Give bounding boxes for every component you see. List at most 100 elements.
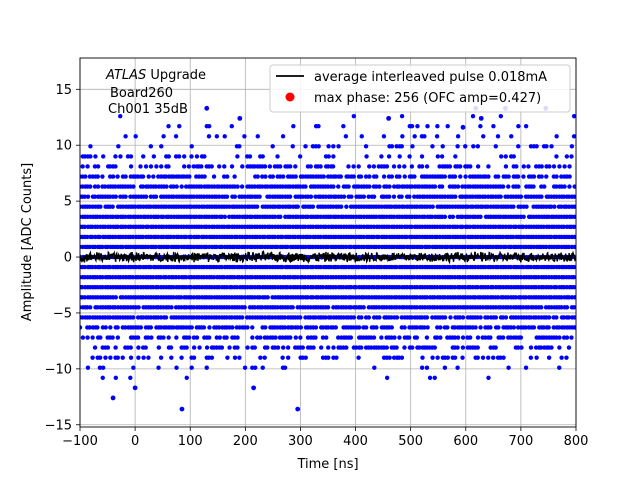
legend-entry-average-pulse: average interleaved pulse 0.018mA — [314, 70, 547, 85]
scatter-point-outlier — [237, 115, 243, 121]
scatter-point — [478, 315, 483, 320]
scatter-point — [174, 335, 179, 340]
scatter-point — [523, 325, 528, 330]
scatter-point — [346, 184, 351, 189]
scatter-point — [191, 345, 197, 350]
scatter-point — [547, 164, 552, 169]
scatter-point — [371, 335, 377, 340]
scatter-point — [333, 325, 339, 330]
scatter-point — [326, 355, 331, 360]
scatter-point — [571, 285, 576, 290]
scatter-point — [548, 204, 554, 209]
scatter-point — [468, 184, 473, 189]
scatter-point — [376, 234, 381, 240]
scatter-point — [100, 244, 105, 250]
scatter-point — [325, 345, 331, 350]
scatter-point — [229, 164, 235, 169]
scatter-point — [503, 244, 508, 250]
scatter-point — [528, 355, 534, 360]
scatter-point — [161, 134, 166, 139]
scatter-point — [325, 274, 331, 280]
scatter-point — [156, 345, 162, 350]
scatter-point-outlier — [478, 115, 484, 121]
scatter-point — [344, 204, 349, 209]
scatter-point — [171, 295, 176, 300]
scatter-point — [260, 154, 265, 159]
scatter-point — [523, 124, 529, 129]
scatter-point — [174, 184, 179, 189]
scatter-point — [524, 204, 529, 209]
scatter-point-outlier — [204, 105, 210, 111]
scatter-point — [189, 144, 194, 149]
scatter-point — [199, 214, 204, 219]
scatter-point — [263, 174, 268, 179]
scatter-point — [409, 315, 415, 320]
scatter-point — [240, 315, 245, 320]
scatter-point — [224, 335, 229, 340]
scatter-point — [564, 154, 570, 159]
scatter-point — [356, 355, 361, 360]
scatter-point — [163, 174, 169, 179]
scatter-point — [445, 355, 450, 360]
scatter-point — [363, 174, 369, 179]
scatter-point — [219, 264, 224, 270]
scatter-point — [414, 335, 420, 340]
scatter-point — [305, 285, 311, 290]
scatter-point — [455, 365, 460, 370]
scatter-point — [143, 345, 148, 350]
scatter-point — [98, 204, 103, 209]
scatter-point — [176, 274, 181, 280]
scatter-point — [559, 295, 564, 300]
scatter-point — [204, 345, 210, 350]
scatter-point — [551, 325, 556, 330]
scatter-point — [252, 345, 257, 350]
scatter-point — [508, 305, 513, 310]
scatter-point — [397, 154, 402, 159]
x-tick-label: 400 — [343, 434, 368, 449]
scatter-point — [100, 375, 105, 380]
scatter-point — [434, 335, 440, 340]
scatter-point — [409, 164, 415, 169]
scatter-point — [473, 295, 478, 300]
scatter-point — [379, 335, 384, 340]
scatter-point — [305, 295, 311, 300]
scatter-point — [452, 335, 458, 340]
scatter-point — [326, 144, 331, 149]
scatter-point — [485, 285, 491, 290]
scatter-point — [440, 144, 445, 149]
scatter-point — [101, 154, 106, 159]
scatter-point — [216, 325, 222, 330]
scatter-point — [250, 274, 255, 280]
scatter-point — [478, 325, 483, 330]
scatter-point — [303, 224, 308, 230]
scatter-point — [169, 305, 174, 310]
scatter-point — [538, 345, 544, 350]
scatter-point — [543, 244, 549, 250]
scatter-point — [341, 285, 346, 290]
scatter-point — [171, 184, 176, 189]
scatter-point — [125, 154, 131, 159]
scatter-point — [88, 144, 93, 149]
scatter-point — [448, 315, 453, 320]
scatter-point — [521, 224, 526, 230]
scatter-point — [430, 204, 435, 209]
scatter-point-outlier — [460, 124, 466, 130]
scatter-point — [169, 355, 174, 360]
scatter-point — [455, 345, 460, 350]
scatter-point — [183, 274, 189, 280]
scatter-point — [427, 375, 433, 380]
scatter-point — [348, 305, 354, 310]
scatter-point — [475, 285, 480, 290]
scatter-point — [410, 345, 415, 350]
scatter-point — [412, 134, 417, 139]
scatter-point — [470, 113, 476, 119]
legend-box — [269, 64, 571, 113]
scatter-point — [473, 325, 478, 330]
scatter-point — [130, 315, 136, 320]
scatter-point — [273, 335, 278, 340]
scatter-point — [361, 305, 366, 310]
scatter-point — [90, 355, 95, 360]
scatter-point — [82, 224, 87, 230]
scatter-point — [359, 134, 364, 139]
scatter-point — [481, 134, 486, 139]
